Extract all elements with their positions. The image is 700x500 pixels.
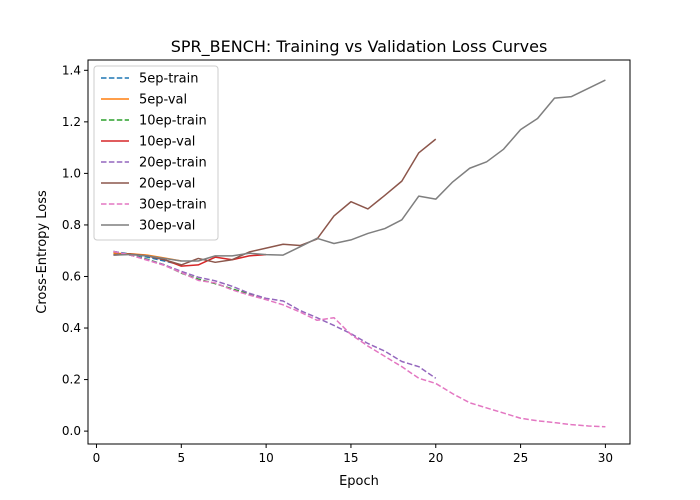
- chart-title: SPR_BENCH: Training vs Validation Loss C…: [171, 37, 548, 57]
- x-tick-label: 15: [343, 451, 358, 465]
- series-line-30ep-val: [113, 79, 606, 262]
- y-tick-label: 0.8: [62, 218, 81, 232]
- legend-label-5ep-train: 5ep-train: [139, 72, 198, 87]
- x-axis-label: Epoch: [339, 474, 379, 489]
- legend: 5ep-train 5ep-val 10ep-train 10ep-val 20ep-t…: [93, 65, 219, 241]
- y-tick-label: 1.2: [62, 115, 81, 129]
- series-line-20ep-train: [113, 250, 437, 379]
- axes-frame: [87, 59, 631, 445]
- legend-label-10ep-train: 10ep-train: [139, 114, 207, 129]
- x-axis-ticks: 0 5 10 15 20 25 30: [93, 444, 613, 465]
- y-tick-label: 0.4: [62, 321, 81, 335]
- x-tick-label: 20: [428, 451, 443, 465]
- x-tick-label: 5: [177, 451, 185, 465]
- legend-label-30ep-train: 30ep-train: [139, 198, 207, 213]
- y-tick-label: 1.0: [62, 166, 81, 180]
- x-tick-label: 30: [598, 451, 613, 465]
- legend-label-20ep-val: 20ep-val: [139, 177, 195, 192]
- series-line-10ep-train: [113, 250, 267, 300]
- x-tick-label: 10: [258, 451, 273, 465]
- series-line-10ep-val: [113, 253, 267, 267]
- legend-label-30ep-val: 30ep-val: [139, 219, 195, 234]
- legend-label-10ep-val: 10ep-val: [139, 135, 195, 150]
- y-axis-ticks: 0.0 0.2 0.4 0.6 0.8 1.0 1.2 1.4: [62, 63, 88, 438]
- x-tick-label: 25: [513, 451, 528, 465]
- series-line-30ep-train: [113, 250, 606, 428]
- y-tick-label: 1.4: [62, 63, 81, 77]
- plot-series: [113, 79, 606, 428]
- y-tick-label: 0.6: [62, 269, 81, 283]
- x-tick-label: 0: [93, 451, 101, 465]
- y-tick-label: 0.2: [62, 373, 81, 387]
- legend-box: [93, 65, 219, 241]
- legend-label-5ep-val: 5ep-val: [139, 93, 187, 108]
- legend-label-20ep-train: 20ep-train: [139, 156, 207, 171]
- y-axis-label: Cross-Entropy Loss: [35, 190, 50, 314]
- series-line-20ep-val: [113, 138, 437, 266]
- y-tick-label: 0.0: [62, 424, 81, 438]
